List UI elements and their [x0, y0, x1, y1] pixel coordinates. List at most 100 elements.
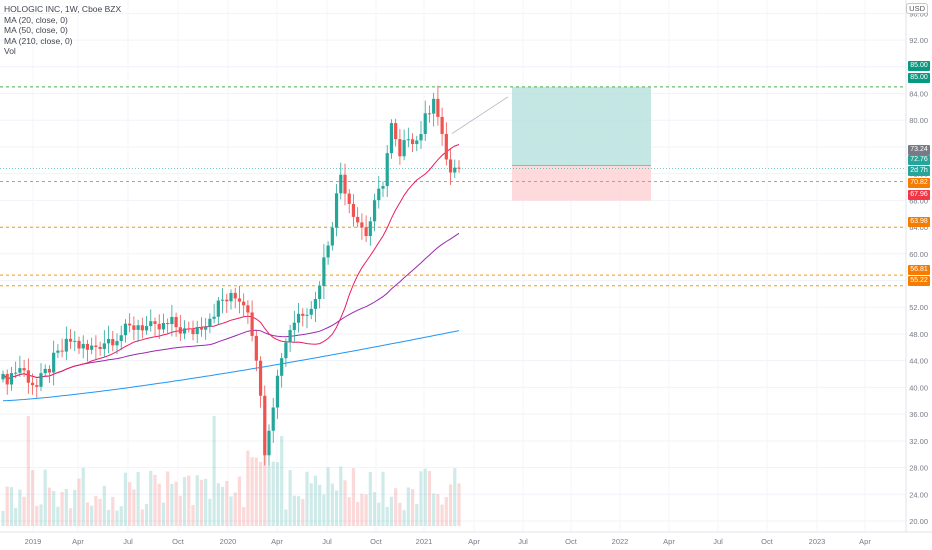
candle-body	[94, 345, 98, 347]
price-label-high: 73.24	[908, 145, 930, 155]
y-tick-label: 60.00	[909, 250, 928, 259]
volume-bar	[18, 489, 22, 526]
volume-bar	[111, 496, 115, 526]
volume-bar	[301, 499, 305, 526]
volume-bar	[39, 504, 43, 526]
x-tick-label: Oct	[761, 537, 774, 546]
volume-bar	[199, 479, 204, 526]
candle-body	[149, 321, 153, 327]
volume-bar	[305, 471, 309, 526]
volume-bar	[35, 505, 39, 526]
y-tick-label: 44.00	[909, 357, 928, 366]
candle-body	[242, 301, 246, 306]
volume-bar	[233, 492, 237, 526]
volume-bar	[250, 457, 254, 526]
volume-bar	[132, 489, 136, 526]
x-tick-label: Oct	[565, 537, 578, 546]
x-tick-label: 2023	[809, 537, 826, 546]
x-tick-label: Jul	[518, 537, 528, 546]
volume-bar	[271, 461, 275, 526]
candle-body	[35, 385, 39, 387]
x-tick-label: 2020	[220, 537, 237, 546]
candle-body	[296, 313, 301, 323]
candle-body	[18, 368, 22, 373]
candle-body	[14, 372, 18, 374]
volume-bar	[394, 488, 398, 526]
currency-badge[interactable]: USD	[906, 3, 928, 14]
candle-body	[275, 375, 280, 408]
candle-body	[229, 292, 233, 302]
volume-bar	[360, 493, 364, 526]
y-tick-label: 36.00	[909, 410, 928, 419]
y-tick-label: 52.00	[909, 303, 928, 312]
candle-body	[402, 140, 406, 157]
price-label-level-56: 56.81	[908, 265, 930, 275]
volume-bar	[415, 504, 419, 526]
candle-body	[157, 323, 161, 330]
candle-body	[284, 342, 288, 359]
candle-body	[263, 395, 267, 456]
candle-body	[140, 325, 144, 331]
volume-bar	[296, 496, 301, 526]
candle-body	[85, 343, 90, 350]
volume-bar	[237, 476, 242, 526]
candle-body	[123, 323, 128, 336]
candle-body	[440, 116, 444, 134]
volume-bar	[280, 436, 284, 526]
volume-bar	[351, 468, 356, 526]
volume-bar	[191, 505, 195, 526]
candle-body	[305, 314, 309, 316]
candle-body	[385, 153, 389, 187]
volume-bar	[347, 497, 351, 526]
legend-ma20: MA (20, close, 0)	[4, 14, 68, 25]
volume-bar	[166, 471, 170, 526]
candle-body	[381, 186, 385, 189]
candle-body	[334, 193, 339, 228]
candle-body	[216, 300, 220, 317]
volume-bar	[208, 498, 212, 526]
candle-body	[77, 340, 81, 349]
candle-body	[187, 328, 191, 330]
volume-bar	[212, 416, 216, 526]
volume-bar	[94, 495, 98, 526]
candle-body	[415, 140, 419, 145]
volume-bar	[330, 483, 334, 526]
candle-body	[43, 368, 47, 374]
candle-body	[309, 308, 313, 315]
volume-bar	[423, 468, 427, 526]
volume-bar	[178, 495, 182, 526]
volume-bar	[364, 494, 368, 526]
volume-bar	[85, 502, 90, 526]
volume-bar	[318, 484, 322, 526]
x-tick-label: 2019	[25, 537, 42, 546]
y-tick-label: 92.00	[909, 36, 928, 45]
candle-body	[90, 345, 94, 350]
volume-bar	[402, 510, 406, 526]
candle-body	[68, 338, 73, 342]
candle-body	[406, 139, 410, 141]
candle-body	[326, 245, 330, 258]
candle-body	[318, 286, 322, 300]
volume-bar	[381, 471, 385, 526]
candle-body	[52, 352, 56, 373]
volume-bar	[398, 502, 402, 526]
candle-body	[98, 346, 102, 349]
volume-bar	[123, 472, 128, 526]
candle-body	[394, 123, 398, 140]
y-tick-label: 40.00	[909, 383, 928, 392]
candle-body	[250, 312, 254, 336]
candle-body	[220, 299, 225, 301]
candle-body	[267, 430, 271, 456]
volume-bar	[263, 425, 267, 526]
candle-body	[204, 326, 208, 330]
candle-body	[356, 216, 360, 223]
candle-body	[161, 322, 166, 330]
candle-body	[457, 167, 461, 169]
candle-body	[444, 133, 448, 160]
volume-bar	[258, 461, 263, 526]
volume-bar	[115, 510, 119, 526]
candle-body	[453, 167, 457, 173]
volume-bar	[14, 507, 18, 526]
volume-bar	[419, 471, 423, 526]
